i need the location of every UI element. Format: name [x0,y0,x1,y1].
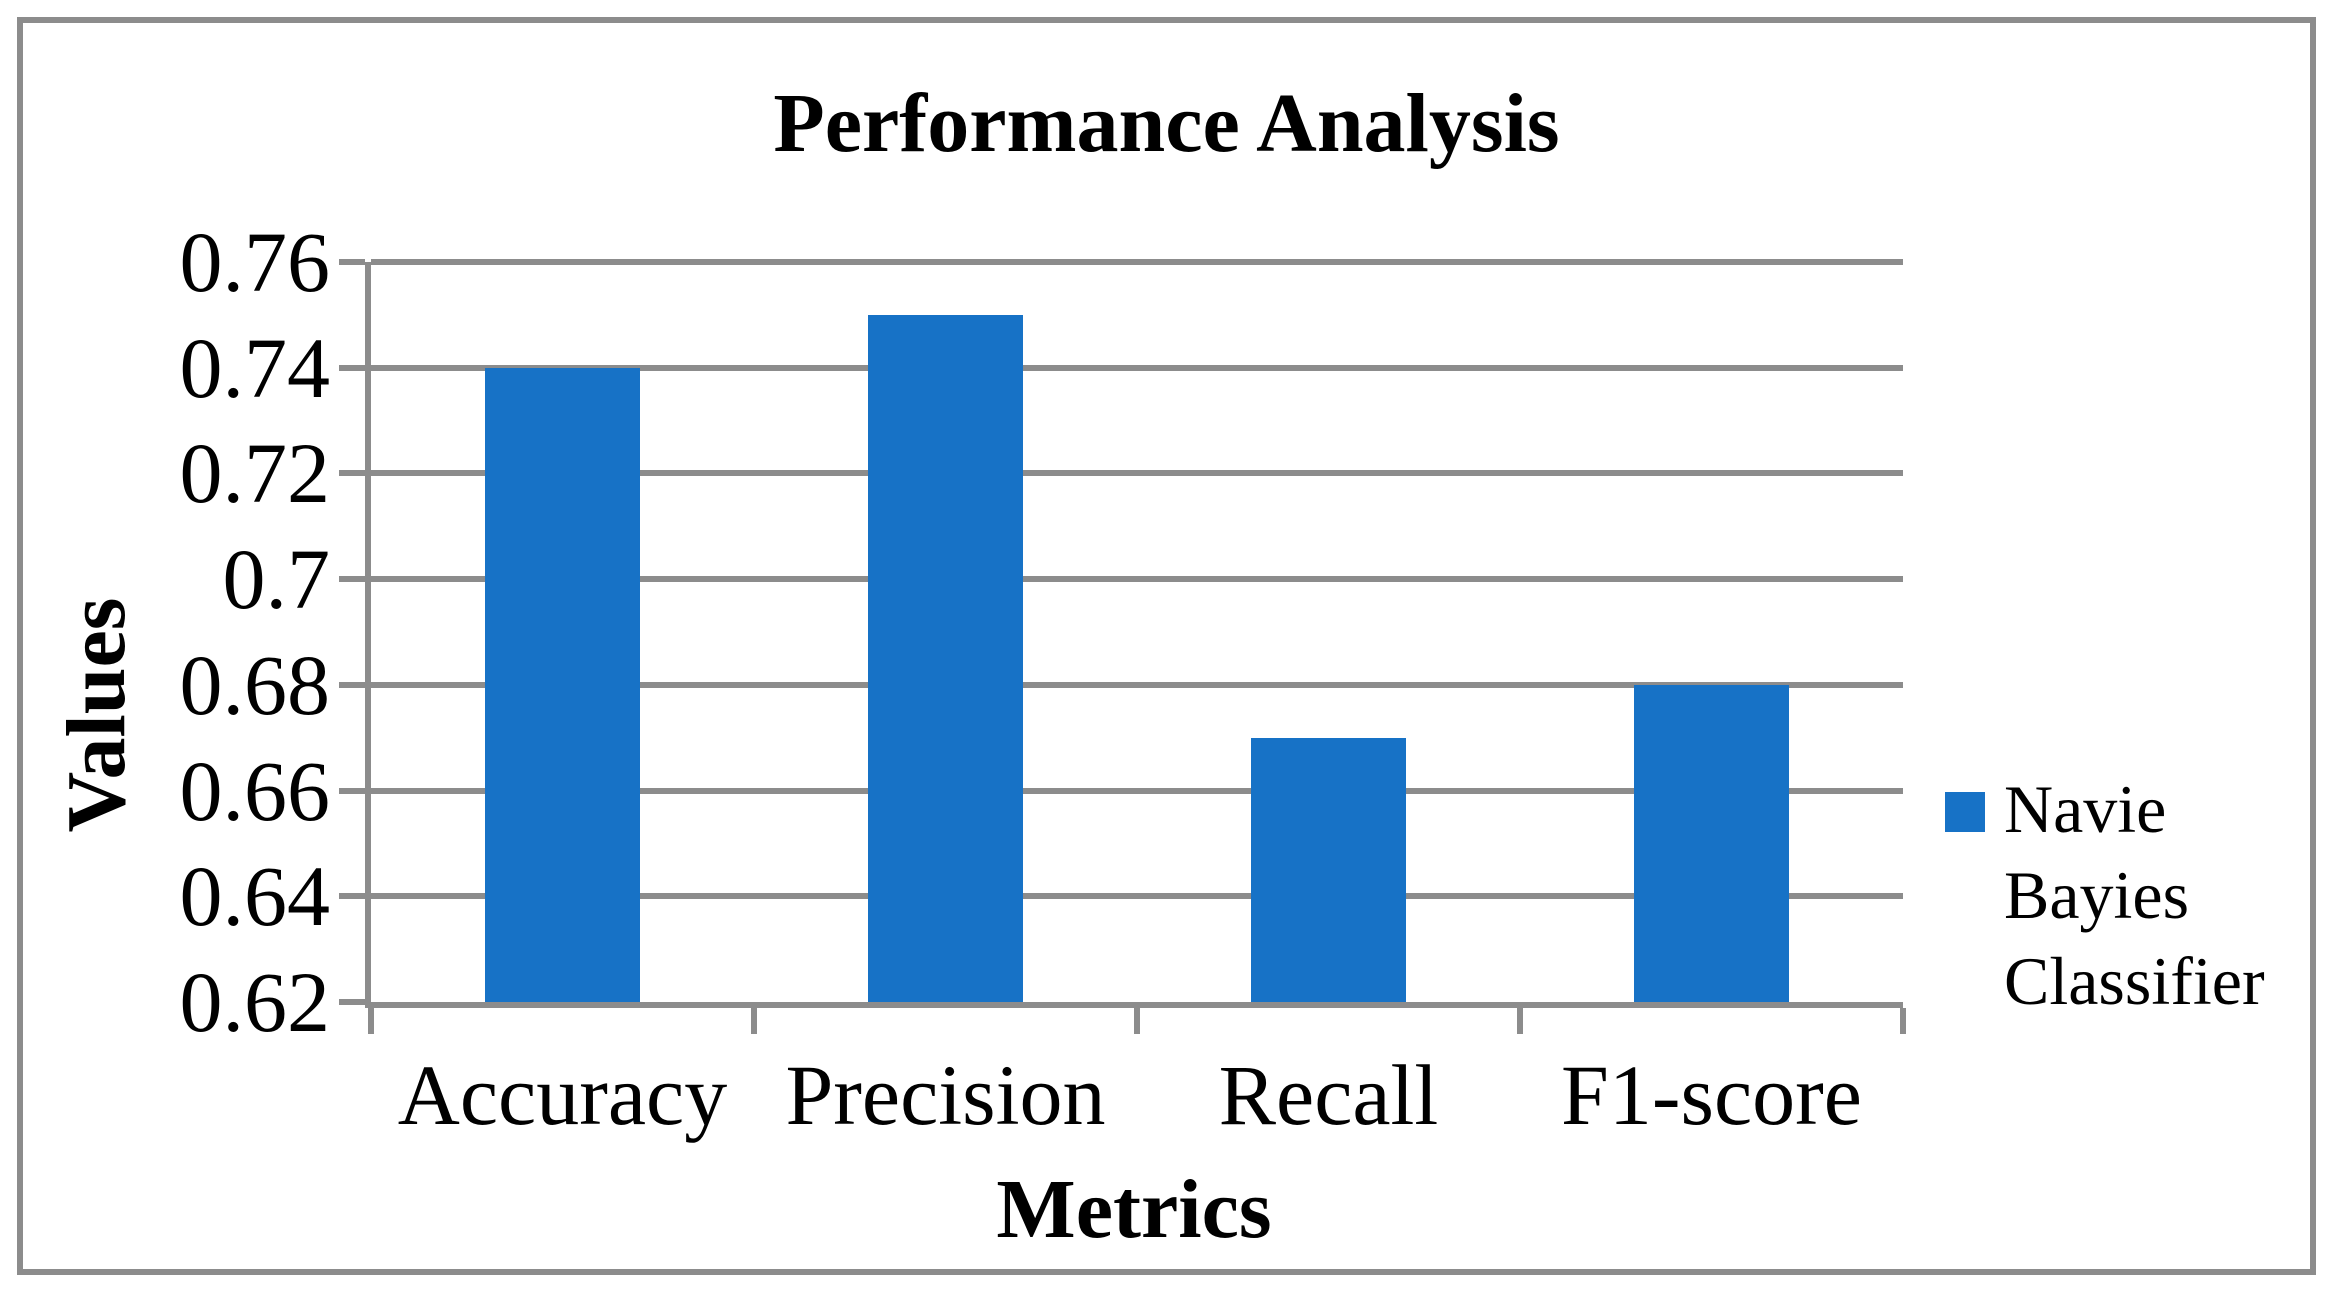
x-category-label-precision: Precision [785,1047,1106,1143]
x-category-label-accuracy: Accuracy [397,1047,728,1143]
y-tick-mark-0.64 [339,893,365,899]
x-tick-mark-3 [1517,1008,1523,1034]
y-tick-label-0.7: 0.7 [222,531,331,627]
y-tick-label-0.68: 0.68 [179,637,331,733]
gridline-y-0.76 [371,259,1903,265]
gridline-y-0.72 [371,470,1903,476]
y-tick-mark-0.7 [339,576,365,582]
y-tick-label-0.64: 0.64 [179,848,331,944]
y-tick-label-0.76: 0.76 [179,214,331,310]
x-tick-mark-2 [1134,1008,1140,1034]
bar-f1-score [1634,685,1789,1002]
y-tick-mark-0.72 [339,470,365,476]
gridline-y-0.66 [371,788,1903,794]
x-axis-title: Metrics [996,1163,1272,1256]
y-tick-mark-0.68 [339,682,365,688]
bar-accuracy [485,368,640,1002]
y-tick-label-0.66: 0.66 [179,743,331,839]
y-tick-mark-0.62 [339,999,365,1005]
x-tick-mark-0 [368,1008,374,1034]
y-tick-label-0.62: 0.62 [179,954,331,1050]
x-tick-mark-4 [1900,1008,1906,1034]
y-tick-mark-0.66 [339,788,365,794]
gridline-y-0.64 [371,893,1903,899]
bar-precision [868,315,1023,1002]
x-category-label-recall: Recall [1218,1047,1439,1143]
legend-marker-swatch [1945,792,1985,832]
gridline-y-0.74 [371,365,1903,371]
y-tick-mark-0.74 [339,365,365,371]
plot-area [365,259,1903,1008]
bar-recall [1251,738,1406,1002]
gridline-y-0.7 [371,576,1903,582]
y-tick-label-0.74: 0.74 [179,320,331,416]
chart-outer-border [17,17,2316,1275]
gridline-y-0.68 [371,682,1903,688]
x-tick-mark-1 [751,1008,757,1034]
y-tick-label-0.72: 0.72 [179,425,331,521]
legend-series-label: Navie Bayies Classifier [2004,771,2265,1019]
x-category-label-f1-score: F1-score [1561,1047,1862,1143]
y-tick-mark-0.76 [339,259,365,265]
chart-title: Performance Analysis [773,77,1560,170]
